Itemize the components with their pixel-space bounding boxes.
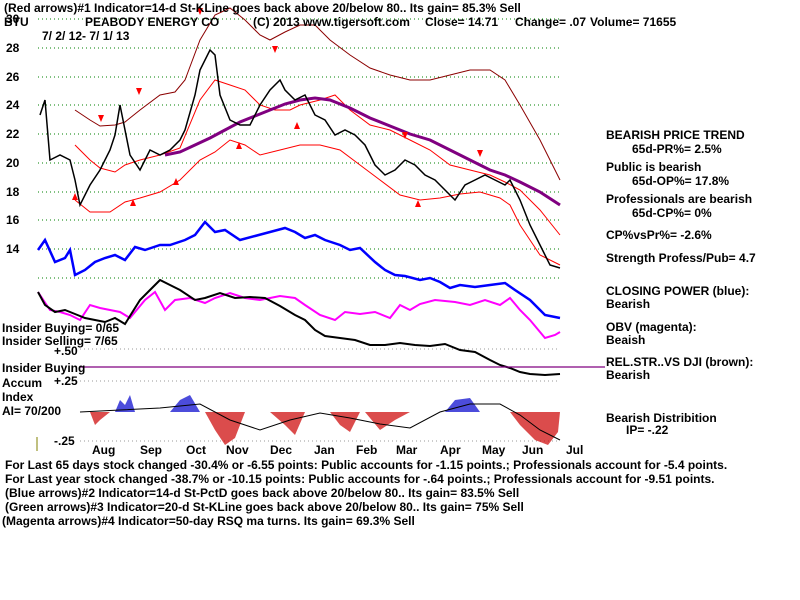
x-tick-dec: Dec xyxy=(270,443,293,457)
upper-band-outer xyxy=(74,7,561,181)
close-value: Close= 14.71 xyxy=(425,15,499,29)
relstr-value: Bearish xyxy=(606,368,651,382)
x-tick-jan: Jan xyxy=(314,443,335,457)
date-range: 7/ 2/ 12- 7/ 1/ 13 xyxy=(42,29,130,43)
y-tick-14: 14 xyxy=(6,242,20,256)
closing-power-line xyxy=(36,220,561,320)
trend-title: BEARISH PRICE TREND xyxy=(606,128,745,142)
accum-label: Accum xyxy=(2,376,43,390)
price-bars xyxy=(39,48,561,269)
closing-power-label: CLOSING POWER (blue): xyxy=(606,284,750,298)
red-arrows xyxy=(72,8,483,207)
y-tick-30: 30 xyxy=(6,12,20,26)
x-tick-may: May xyxy=(482,443,506,457)
x-tick-apr: Apr xyxy=(440,443,461,457)
y-tick-22: 22 xyxy=(6,127,20,141)
relstr-label: REL.STR..VS DJI (brown): xyxy=(606,355,754,369)
strength-ratio: Strength Profess/Pub= 4.7 xyxy=(606,251,756,265)
accum-tick-plus50: +.50 xyxy=(54,344,78,358)
x-tick-mar: Mar xyxy=(396,443,418,457)
footer-magenta-arrows: (Magenta arrows)#4 Indicator=50-day RSQ … xyxy=(2,514,415,528)
op-value: 65d-OP%= 17.8% xyxy=(632,174,730,188)
cp-vs-pr: CP%vsPr%= -2.6% xyxy=(606,228,712,242)
ip-value: IP= -.22 xyxy=(626,423,669,437)
public-status: Public is bearish xyxy=(606,160,702,174)
footer-65-days: For Last 65 days stock changed -30.4% or… xyxy=(5,458,728,472)
insider-buying-count: Insider Buying= 0/65 xyxy=(2,321,120,335)
insider-selling-count: Insider Selling= 7/65 xyxy=(2,334,118,348)
y-tick-26: 26 xyxy=(6,70,20,84)
y-tick-20: 20 xyxy=(6,156,20,170)
x-tick-jul: Jul xyxy=(566,443,584,457)
volume-value: Volume= 71655 xyxy=(590,15,677,29)
accum-tick-minus25: -.25 xyxy=(54,434,75,448)
ai-value: AI= 70/200 xyxy=(2,404,62,418)
y-tick-18: 18 xyxy=(6,185,20,199)
copyright: (C) 2013 www.tigersoft.com xyxy=(253,15,410,29)
y-tick-16: 16 xyxy=(6,213,20,227)
relstr-line xyxy=(37,278,561,377)
professionals-status: Professionals are bearish xyxy=(606,192,753,206)
price-gridlines xyxy=(38,18,560,279)
footer-last-year: For Last year stock changed -38.7% or -1… xyxy=(5,472,715,486)
moving-average xyxy=(164,96,561,207)
accum-index-bars xyxy=(79,395,561,445)
upper-band-inner xyxy=(74,79,561,236)
cp-value: 65d-CP%= 0% xyxy=(632,206,712,220)
x-tick-aug: Aug xyxy=(92,443,116,457)
x-tick-jun: Jun xyxy=(522,443,544,457)
insider-buying-line-label: Insider Buying xyxy=(2,361,86,375)
x-tick-oct: Oct xyxy=(186,443,207,457)
x-tick-feb: Feb xyxy=(356,443,378,457)
x-tick-sep: Sep xyxy=(140,443,163,457)
index-label: Index xyxy=(2,390,34,404)
footer-blue-arrows: (Blue arrows)#2 Indicator=14-d St-PctD g… xyxy=(5,486,520,500)
y-tick-28: 28 xyxy=(6,41,20,55)
pr-value: 65d-PR%= 2.5% xyxy=(632,142,722,156)
ticker: BTU xyxy=(4,15,29,29)
accum-tick-plus25: +.25 xyxy=(54,374,78,388)
obv-line xyxy=(37,290,561,340)
y-tick-24: 24 xyxy=(6,98,20,112)
footer-green-arrows: (Green arrows)#3 Indicator=20-d St-KLine… xyxy=(5,500,524,514)
change-value: Change= .07 xyxy=(515,15,587,29)
obv-value: Beaish xyxy=(606,333,646,347)
company-name: PEABODY ENERGY CO xyxy=(85,15,220,29)
indicator-1-line: (Red arrows)#1 Indicator=14-d St-KLine g… xyxy=(4,1,521,15)
accum-gridlines xyxy=(80,348,560,442)
lower-band xyxy=(74,139,561,266)
obv-label: OBV (magenta): xyxy=(606,320,697,334)
distribution-label: Bearish Distribition xyxy=(606,411,717,425)
x-tick-nov: Nov xyxy=(226,443,249,457)
closing-power-value: Bearish xyxy=(606,297,651,311)
